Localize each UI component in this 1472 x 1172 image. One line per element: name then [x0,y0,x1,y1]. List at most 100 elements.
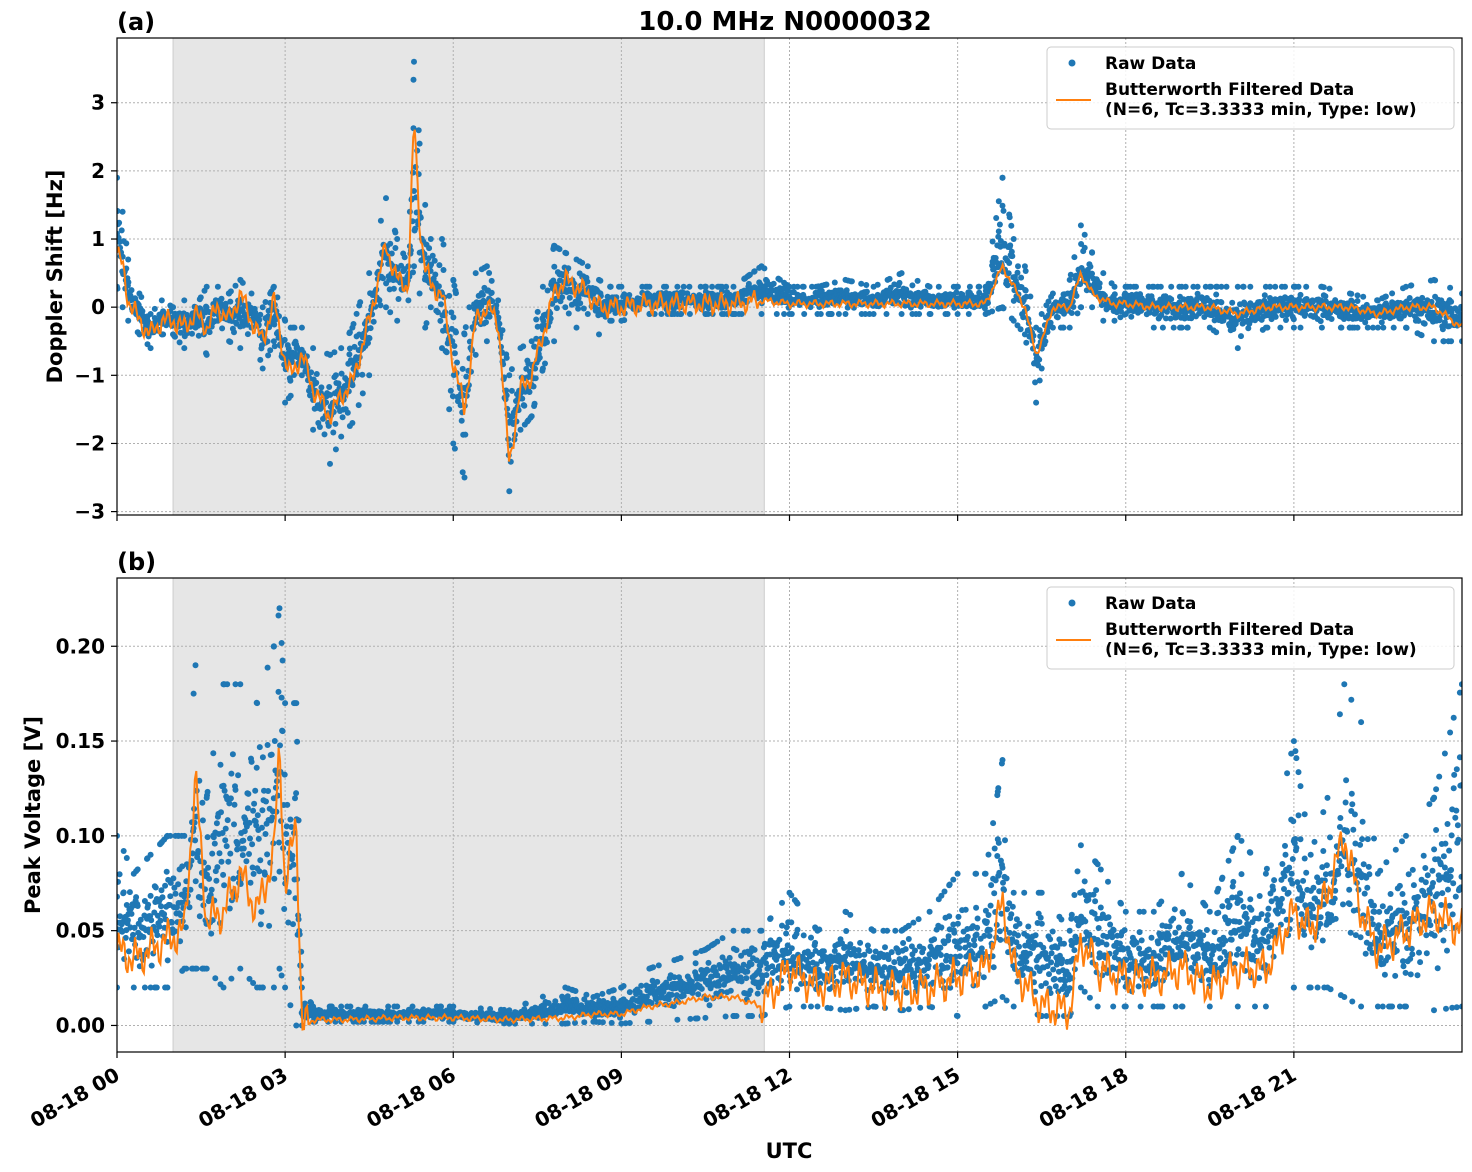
night-shade-region [172,37,765,516]
raw-data-point [794,986,800,993]
raw-data-point [536,354,543,361]
raw-data-point [1406,295,1413,301]
raw-data-point [521,402,528,409]
raw-data-point [820,948,827,955]
raw-data-point [347,1003,354,1010]
raw-data-point [270,283,277,290]
raw-data-point [213,820,220,827]
raw-data-point [757,281,764,288]
raw-data-point [1128,313,1135,320]
raw-data-point [243,858,250,865]
raw-data-point [290,921,296,928]
raw-data-point [1279,312,1286,319]
y-tick-label: 2 [91,159,105,183]
series-raw-data [117,605,1462,1029]
raw-data-point [439,236,445,242]
raw-data-point [335,380,342,387]
raw-data-point [388,250,395,257]
raw-data-point [140,934,147,940]
raw-data-point [1089,249,1096,256]
raw-data-point [217,761,224,768]
raw-data-point [1078,241,1085,247]
raw-data-point [177,329,184,336]
raw-data-point [222,825,229,832]
raw-data-point [462,431,469,438]
raw-data-point [794,926,801,933]
raw-data-point [1403,324,1409,331]
raw-data-point [401,254,408,261]
raw-data-point [332,446,339,453]
raw-data-point [239,852,246,859]
raw-data-point [123,855,130,861]
raw-data-point [800,932,807,939]
raw-data-point [429,252,436,259]
raw-data-point [945,933,952,940]
raw-data-point [453,329,459,336]
raw-data-point [362,1003,369,1010]
raw-data-point [1238,333,1244,340]
raw-data-point [926,311,933,317]
raw-data-point [1262,324,1269,331]
raw-data-point [941,888,948,895]
raw-data-point [1111,283,1118,290]
raw-data-point [339,414,346,421]
raw-data-point [1354,292,1361,299]
raw-data-point [481,299,488,306]
raw-data-point [216,850,223,857]
raw-data-point [1328,316,1335,322]
raw-data-point [220,782,227,789]
raw-data-point [232,282,239,289]
raw-data-point [230,875,237,882]
raw-data-point [346,345,353,352]
raw-data-point [559,294,566,301]
raw-data-point [686,283,693,290]
raw-data-point [427,236,434,242]
raw-data-point [1020,314,1027,321]
raw-data-point [366,372,373,379]
raw-data-point [214,864,221,871]
raw-data-point [256,868,263,875]
raw-data-point [360,1018,367,1025]
raw-data-point [446,406,453,413]
raw-data-point [351,343,358,350]
raw-data-point [1150,324,1157,331]
raw-data-point [184,330,191,337]
raw-data-point [459,469,466,476]
raw-data-point [863,282,870,288]
raw-data-point [544,287,551,294]
raw-data-point [599,990,606,997]
raw-data-point [247,835,253,842]
raw-data-point [258,824,265,831]
raw-data-point [411,188,417,194]
raw-data-point [232,681,239,688]
raw-data-point [1223,283,1230,290]
raw-data-point [252,787,259,794]
raw-data-point [1354,298,1361,304]
raw-data-point [694,1015,701,1022]
raw-data-point [1403,283,1409,290]
raw-data-point [1006,260,1013,266]
raw-data-point [1087,263,1094,270]
raw-data-point [125,948,132,955]
raw-data-point [359,371,366,378]
raw-data-point [886,275,893,282]
raw-data-point [776,936,783,943]
raw-data-point [208,930,215,937]
raw-data-point [1194,290,1201,297]
raw-data-point [223,843,230,850]
raw-data-point [451,350,458,357]
raw-data-point [257,311,264,318]
raw-data-point [1317,318,1324,325]
raw-data-point [137,916,144,923]
raw-data-point [747,987,754,994]
raw-data-point [426,245,433,252]
raw-data-point [847,941,854,948]
raw-data-point [446,292,453,299]
raw-data-point [1283,317,1289,323]
raw-data-point [288,824,295,830]
raw-data-point [697,283,704,290]
raw-data-point [1157,283,1164,290]
raw-data-point [1318,324,1325,331]
raw-data-point [287,324,294,331]
raw-data-point [1194,295,1200,302]
